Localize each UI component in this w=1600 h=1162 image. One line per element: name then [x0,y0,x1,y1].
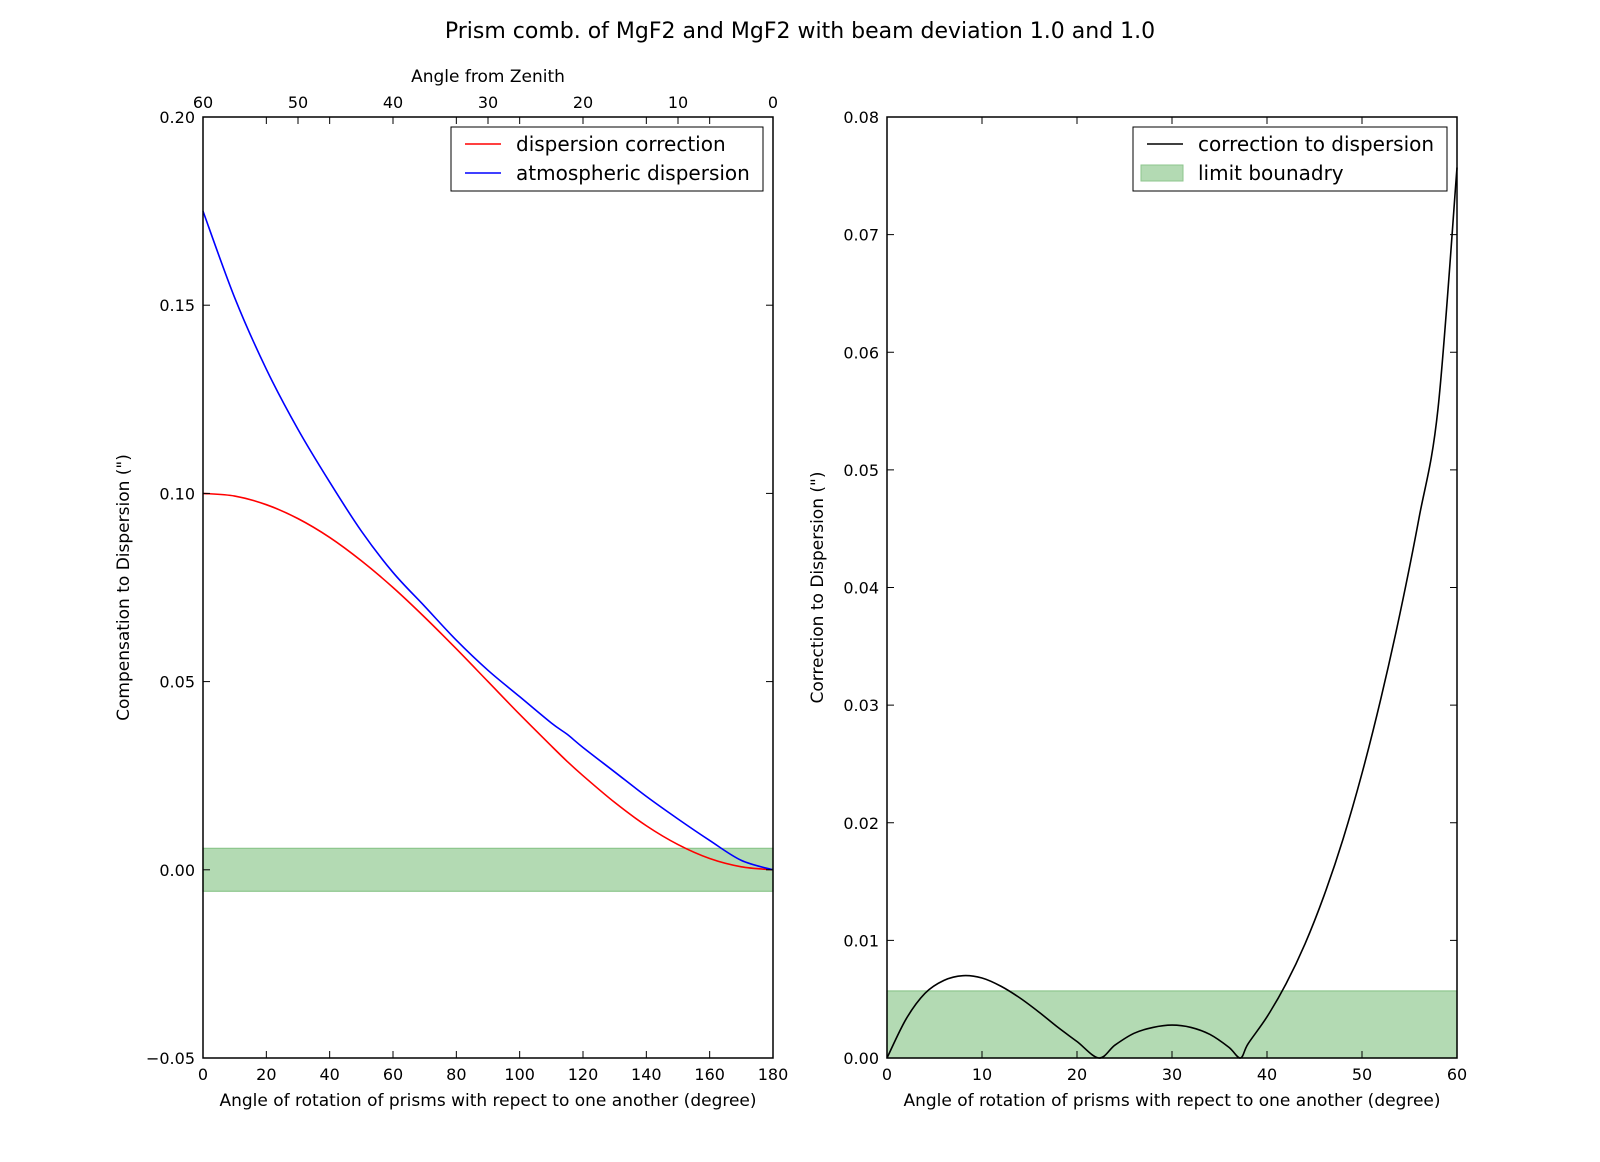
y-tick-label: 0.01 [843,931,879,950]
right-legend-box [1132,126,1448,192]
top-x-tick-label: 10 [668,93,688,112]
legend-label-dispersion-correction: dispersion correction [516,132,726,156]
y-tick-label: 0.00 [159,861,195,880]
top-x-tick-label: 20 [573,93,593,112]
top-x-tick-label: 50 [288,93,308,112]
left-y-axis-label: Compensation to Dispersion (") [114,454,134,721]
y-tick-label: 0.02 [843,814,879,833]
x-tick-label: 50 [1352,1065,1372,1084]
legend-label-limit-boundary: limit bounadry [1198,161,1344,185]
limit-band [202,847,774,892]
legend-label-correction-to-dispersion: correction to dispersion [1198,132,1434,156]
y-tick-label: 0.07 [843,226,879,245]
series-line-atmospheric-dispersion [202,210,774,871]
figure-title: Prism comb. of MgF2 and MgF2 with beam d… [445,19,1155,44]
right-x-axis-label: Angle of rotation of prisms with repect … [903,1091,1440,1111]
legend-swatch-limit-boundary [1140,164,1184,182]
y-tick-label: 0.05 [843,461,879,480]
top-x-tick-label: 40 [383,93,403,112]
left-chart: 0 20 40 60 80 100 120 140 160 180−0.050.000.050.1… [114,67,788,1111]
y-tick-label: 0.03 [843,696,879,715]
x-tick-label: 80 [446,1065,466,1084]
x-tick-label: 30 [1162,1065,1182,1084]
x-tick-label: 60 [1447,1065,1467,1084]
x-tick-label: 140 [631,1065,662,1084]
y-tick-label: 0.05 [159,673,195,692]
x-tick-label: 100 [504,1065,535,1084]
right-legend: correction to dispersion limit bounadry [1132,126,1448,192]
y-tick-label: −0.05 [146,1049,195,1068]
y-tick-label: 0.00 [843,1049,879,1068]
legend-label-atmospheric-dispersion: atmospheric dispersion [516,161,750,185]
right-y-axis-label: Correction to Dispersion (") [808,472,828,704]
top-x-tick-label: 0 [768,93,778,112]
top-x-tick-label: 30 [478,93,498,112]
x-tick-label: 0 [198,1065,208,1084]
left-legend: dispersion correction atmospheric disper… [450,126,764,192]
left-x-axis-label: Angle of rotation of prisms with repect … [219,1091,756,1111]
y-tick-label: 0.20 [159,108,195,127]
series-line-dispersion-correction [202,492,774,871]
x-tick-label: 160 [694,1065,725,1084]
x-tick-label: 180 [758,1065,789,1084]
x-tick-label: 40 [1257,1065,1277,1084]
top-x-tick-label: 60 [193,93,213,112]
y-tick-label: 0.06 [843,343,879,362]
series-line-correction-to-dispersion [886,167,1458,1059]
y-tick-label: 0.10 [159,484,195,503]
y-tick-label: 0.04 [843,579,879,598]
x-tick-label: 40 [319,1065,339,1084]
left-legend-box [450,126,764,192]
left-top-x-axis-label: Angle from Zenith [411,67,565,87]
x-tick-label: 10 [972,1065,992,1084]
x-tick-label: 0 [882,1065,892,1084]
x-tick-label: 120 [568,1065,599,1084]
x-tick-label: 20 [256,1065,276,1084]
x-tick-label: 60 [383,1065,403,1084]
x-tick-label: 20 [1067,1065,1087,1084]
right-chart: 0 10 20 30 40 50 60 0.00 0.01 0.02 0.03 0.04 0.05 0.0… [808,108,1467,1111]
y-tick-label: 0.08 [843,108,879,127]
y-tick-label: 0.15 [159,296,195,315]
